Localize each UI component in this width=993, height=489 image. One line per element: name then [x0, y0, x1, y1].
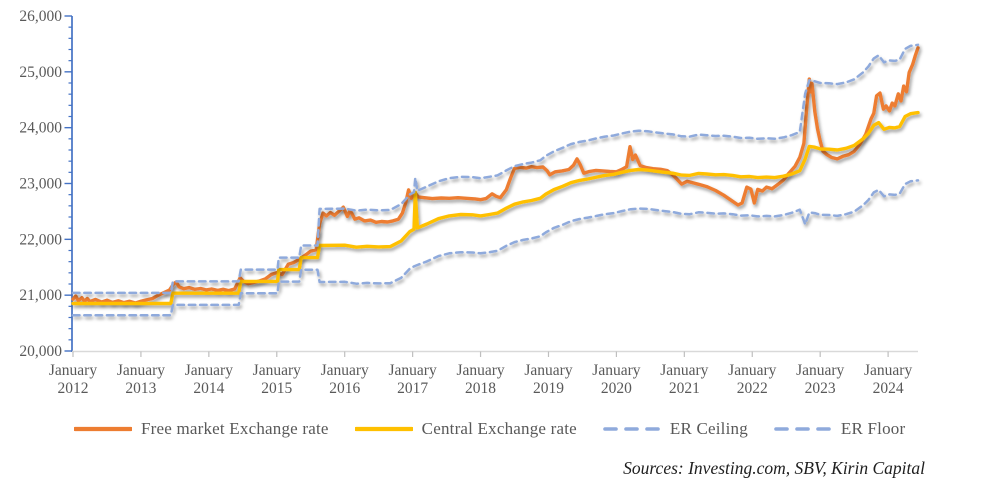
x-tick-label: January	[185, 362, 233, 379]
x-tick-label-year: 2012	[58, 380, 89, 397]
x-tick-label-year: 2019	[533, 380, 564, 397]
legend-label-er-ceiling: ER Ceiling	[669, 419, 748, 438]
y-tick-label: 20,000	[19, 343, 62, 360]
legend-item-er-floor: ER Floor	[774, 419, 905, 439]
x-tick-label-year: 2013	[125, 380, 156, 397]
x-tick-label: January	[117, 362, 165, 379]
y-tick-label: 21,000	[19, 287, 62, 304]
x-tick-label-year: 2024	[873, 380, 904, 397]
x-tick-label-year: 2022	[737, 380, 768, 397]
x-tick-label-year: 2017	[397, 380, 428, 397]
x-tick-label: January	[49, 362, 97, 379]
series-line-central-exchange-rate	[71, 110, 920, 306]
sources-note: Sources: Investing.com, SBV, Kirin Capit…	[623, 458, 925, 478]
y-tick-label: 23,000	[19, 176, 62, 193]
x-tick-label-year: 2016	[329, 380, 360, 397]
exchange-rate-chart-canvas: 20,000 21,000 22,000 23,000 24,000 25,000 26,0…	[19, 8, 920, 397]
x-tick-label: January	[389, 362, 437, 379]
legend-label-free-market: Free market Exchange rate	[141, 419, 329, 438]
x-tick-label: January	[456, 362, 504, 379]
y-tick-label: 26,000	[19, 8, 62, 25]
legend-label-central: Central Exchange rate	[421, 419, 577, 438]
x-tick-label: January	[796, 362, 844, 379]
x-tick-label-year: 2020	[601, 380, 632, 397]
series-line-free-market-exchange-rate	[71, 46, 920, 305]
legend-item-central: Central Exchange rate	[354, 419, 577, 439]
legend-item-er-ceiling: ER Ceiling	[603, 419, 748, 439]
er-ceiling-line-swatch	[603, 427, 661, 431]
central-line-swatch	[354, 426, 413, 432]
x-tick-label: January	[321, 362, 369, 379]
y-axis: 20,000 21,000 22,000 23,000 24,000 25,000 26,0…	[19, 8, 73, 360]
x-tick-label: January	[524, 362, 572, 379]
y-tick-label: 22,000	[19, 231, 62, 248]
x-tick-label-year: 2021	[669, 380, 700, 397]
x-tick-label: January	[592, 362, 640, 379]
x-tick-label: January	[660, 362, 708, 379]
exchange-rate-chart: 20,000 21,000 22,000 23,000 24,000 25,000 26,0…	[19, 8, 920, 397]
x-tick-label-year: 2015	[261, 380, 292, 397]
series-line-er-ceiling	[71, 43, 920, 295]
x-axis: January2012January2013January2014January…	[49, 350, 918, 397]
y-tick-label: 25,000	[19, 64, 62, 81]
legend-label-er-floor: ER Floor	[840, 419, 906, 438]
x-tick-label-year: 2018	[465, 380, 496, 397]
chart-series	[71, 43, 920, 317]
x-tick-label: January	[253, 362, 301, 379]
x-tick-label-year: 2014	[193, 380, 224, 397]
series-line-er-floor	[71, 179, 920, 317]
legend-item-free-market: Free market Exchange rate	[74, 419, 329, 439]
x-tick-label-year: 2023	[805, 380, 836, 397]
er-floor-line-swatch	[774, 427, 832, 431]
x-tick-label: January	[864, 362, 912, 379]
chart-legend: Free market Exchange rate Central Exchan…	[0, 412, 993, 446]
x-tick-label: January	[728, 362, 776, 379]
free-market-line-swatch	[74, 426, 132, 432]
y-tick-label: 24,000	[19, 120, 62, 137]
